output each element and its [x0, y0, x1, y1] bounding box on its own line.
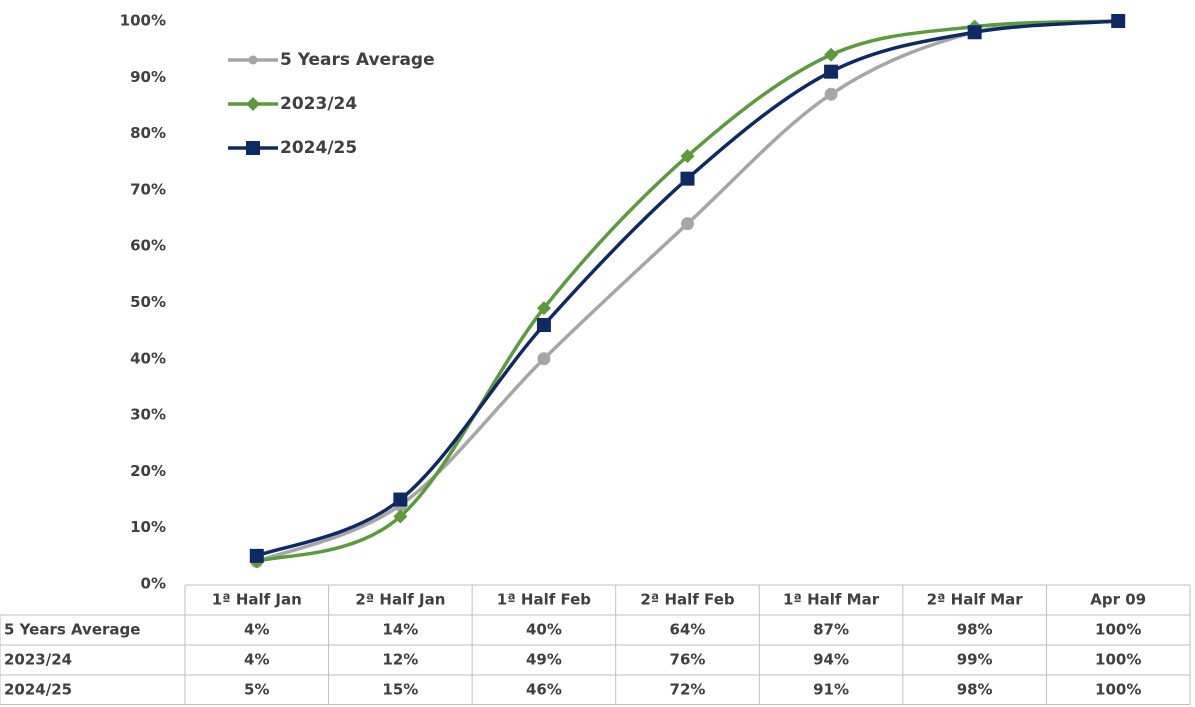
table-cell: 4%: [244, 621, 269, 639]
table-cell: 46%: [526, 681, 562, 699]
legend-label: 5 Years Average: [280, 50, 435, 70]
y-tick-label: 30%: [130, 406, 166, 424]
y-tick-label: 10%: [130, 518, 166, 536]
y-tick-label: 40%: [130, 349, 166, 367]
table-cell: 98%: [957, 681, 993, 699]
marker: [967, 25, 982, 40]
x-tick-label: 1ª Half Mar: [783, 591, 880, 609]
table-cell: 5%: [244, 681, 269, 699]
marker: [824, 64, 839, 79]
x-tick-label: 1ª Half Jan: [212, 591, 302, 609]
x-tick-label: Apr 09: [1090, 591, 1146, 609]
x-tick-label: 1ª Half Feb: [497, 591, 591, 609]
table-cell: 100%: [1095, 621, 1141, 639]
table-cell: 40%: [526, 621, 562, 639]
table-cell: 99%: [957, 651, 993, 669]
legend-marker: [246, 141, 260, 155]
table-row-label: 2023/24: [4, 651, 72, 669]
y-tick-label: 20%: [130, 462, 166, 480]
x-tick-label: 2ª Half Feb: [640, 591, 734, 609]
table-cell: 15%: [382, 681, 418, 699]
table-cell: 94%: [813, 651, 849, 669]
table-cell: 91%: [813, 681, 849, 699]
marker: [249, 548, 264, 563]
table-cell: 72%: [670, 681, 706, 699]
table-row-label: 5 Years Average: [4, 621, 140, 639]
legend-label: 2023/24: [280, 94, 357, 114]
marker: [536, 301, 551, 316]
table-cell: 64%: [670, 621, 706, 639]
table-cell: 49%: [526, 651, 562, 669]
y-tick-label: 100%: [120, 12, 166, 30]
marker: [393, 509, 408, 524]
marker: [537, 352, 551, 366]
legend-marker: [246, 97, 260, 111]
y-tick-label: 50%: [130, 293, 166, 311]
table-cell: 87%: [813, 621, 849, 639]
y-tick-label: 0%: [141, 575, 166, 593]
x-tick-label: 2ª Half Jan: [355, 591, 445, 609]
marker: [680, 171, 695, 186]
marker: [824, 87, 838, 101]
series-line: [256, 19, 1119, 564]
x-tick-label: 2ª Half Mar: [927, 591, 1024, 609]
table-cell: 100%: [1095, 651, 1141, 669]
marker: [536, 318, 551, 333]
table-cell: 98%: [957, 621, 993, 639]
y-tick-label: 60%: [130, 237, 166, 255]
marker: [680, 149, 695, 164]
y-tick-label: 70%: [130, 180, 166, 198]
table-cell: 76%: [670, 651, 706, 669]
table-cell: 100%: [1095, 681, 1141, 699]
legend-marker: [248, 55, 258, 65]
table-cell: 12%: [382, 651, 418, 669]
series-line: [256, 19, 1119, 564]
marker: [824, 47, 839, 62]
series-line: [256, 19, 1119, 558]
marker: [393, 492, 408, 507]
marker: [1111, 14, 1126, 28]
legend-label: 2024/25: [280, 138, 357, 158]
table-row-label: 2024/25: [4, 681, 72, 699]
table-cell: 4%: [244, 651, 269, 669]
y-tick-label: 80%: [130, 124, 166, 142]
marker: [681, 217, 694, 231]
table-cell: 14%: [382, 621, 418, 639]
y-tick-label: 90%: [130, 68, 166, 86]
